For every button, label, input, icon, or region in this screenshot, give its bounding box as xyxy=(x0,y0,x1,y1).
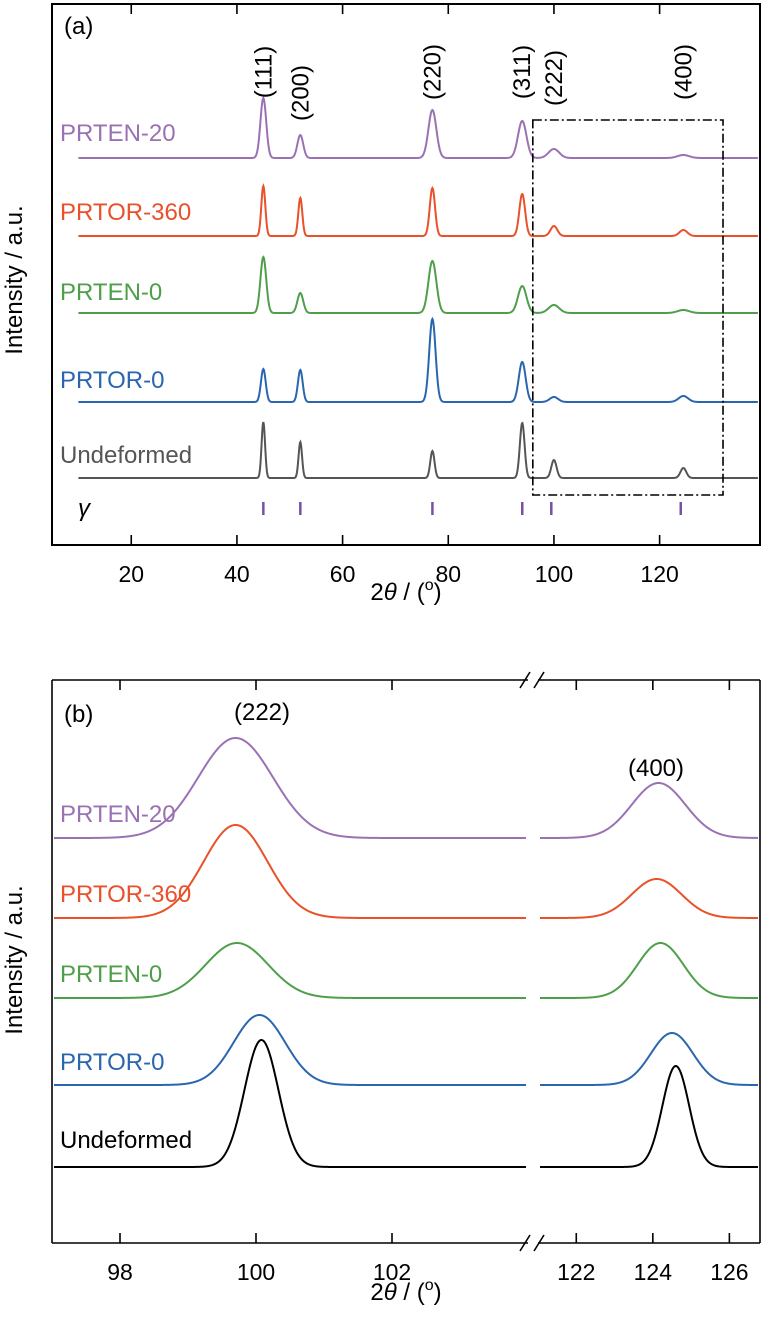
axis-break-mark xyxy=(533,671,545,689)
y-axis-title: Intensity / a.u. xyxy=(1,885,28,1034)
phase-marker-label: γ xyxy=(78,495,92,522)
series-line-left-undeformed xyxy=(54,1038,526,1168)
panel-label: (b) xyxy=(64,701,93,728)
x-axis-title-unit: o xyxy=(425,1277,434,1294)
series-line-right-undeformed xyxy=(540,1065,758,1168)
x-tick-label: 60 xyxy=(330,561,356,587)
series-label: PRTEN-20 xyxy=(60,120,176,147)
hkl-label: (222) xyxy=(541,50,568,106)
x-tick-label: 120 xyxy=(640,561,678,587)
series-line-right-prten-20 xyxy=(540,781,758,839)
series-line-left-prten-20 xyxy=(54,736,526,839)
axis-break-mark xyxy=(519,671,531,689)
zoom-region-box xyxy=(532,119,724,496)
panel-b-chart: (b) 98 100 102 122 124 126 PRTEN-20 PRTOR-360 PRT… xyxy=(1,671,761,1306)
series-line-prten-0 xyxy=(78,255,758,314)
series-label: PRTOR-360 xyxy=(60,881,191,908)
x-axis-title: 2θ / (o) xyxy=(370,577,441,606)
series-line-right-prten-0 xyxy=(540,941,758,999)
series-line-undeformed xyxy=(78,421,758,479)
x-tick-label: 100 xyxy=(535,561,573,587)
x-axis-title-close: ) xyxy=(434,1279,442,1306)
x-tick-label: 126 xyxy=(710,1259,748,1285)
x-axis-title-close: ) xyxy=(434,579,442,606)
hkl-label: (400) xyxy=(628,755,684,782)
series-label: PRTEN-0 xyxy=(60,279,162,306)
hkl-label: (400) xyxy=(670,44,697,100)
x-tick-label: 80 xyxy=(435,561,461,587)
series-line-left-prtor-360 xyxy=(54,823,526,919)
series-line-right-prtor-360 xyxy=(540,878,758,919)
x-axis-title-prefix: 2 xyxy=(370,579,383,606)
series-label: PRTEN-0 xyxy=(60,961,162,988)
x-axis-title-unit: o xyxy=(425,577,434,594)
x-tick-label: 102 xyxy=(373,1259,411,1285)
panel-label: (a) xyxy=(64,13,93,40)
x-tick-label: 124 xyxy=(634,1259,673,1285)
series-label: PRTOR-360 xyxy=(60,199,191,226)
series-label: Undeformed xyxy=(60,442,192,469)
x-axis-title: 2θ / (o) xyxy=(370,1277,441,1306)
series-label: PRTOR-0 xyxy=(60,367,164,394)
series-label: PRTEN-20 xyxy=(60,801,176,828)
series-line-left-prten-0 xyxy=(54,941,526,999)
y-axis-title: Intensity / a.u. xyxy=(1,205,28,354)
axis-break-mark xyxy=(533,1234,545,1252)
series-line-prtor-0 xyxy=(78,316,758,403)
hkl-label: (222) xyxy=(234,699,290,726)
x-axis-title-suffix: / ( xyxy=(397,579,425,606)
x-tick-label: 100 xyxy=(237,1259,275,1285)
panel-a-chart: (a) 20 40 60 80 100 120 PRTEN-20 PRTOR-360 PRTEN-… xyxy=(1,3,761,606)
x-axis-title-theta: θ xyxy=(384,579,397,606)
hkl-label: (111) xyxy=(250,46,277,98)
x-tick-label: 40 xyxy=(224,561,250,587)
plot-frame xyxy=(51,3,761,546)
x-axis-title-prefix: 2 xyxy=(370,1279,383,1306)
series-label: PRTOR-0 xyxy=(60,1049,164,1076)
x-tick-label: 20 xyxy=(118,561,144,587)
hkl-label: (311) xyxy=(509,45,536,99)
series-line-prtor-360 xyxy=(78,183,758,237)
series-line-left-prtor-0 xyxy=(54,1013,526,1086)
hkl-label: (220) xyxy=(419,44,446,100)
axis-break-mark xyxy=(519,1234,531,1252)
x-axis-title-suffix: / ( xyxy=(397,1279,425,1306)
series-line-right-prtor-0 xyxy=(540,1031,758,1086)
x-tick-label: 122 xyxy=(557,1259,595,1285)
series-line-prten-20 xyxy=(78,96,758,159)
x-tick-label: 98 xyxy=(107,1259,133,1285)
x-axis-title-theta: θ xyxy=(384,1279,397,1306)
series-label: Undeformed xyxy=(60,1127,192,1154)
hkl-label: (200) xyxy=(287,65,314,121)
